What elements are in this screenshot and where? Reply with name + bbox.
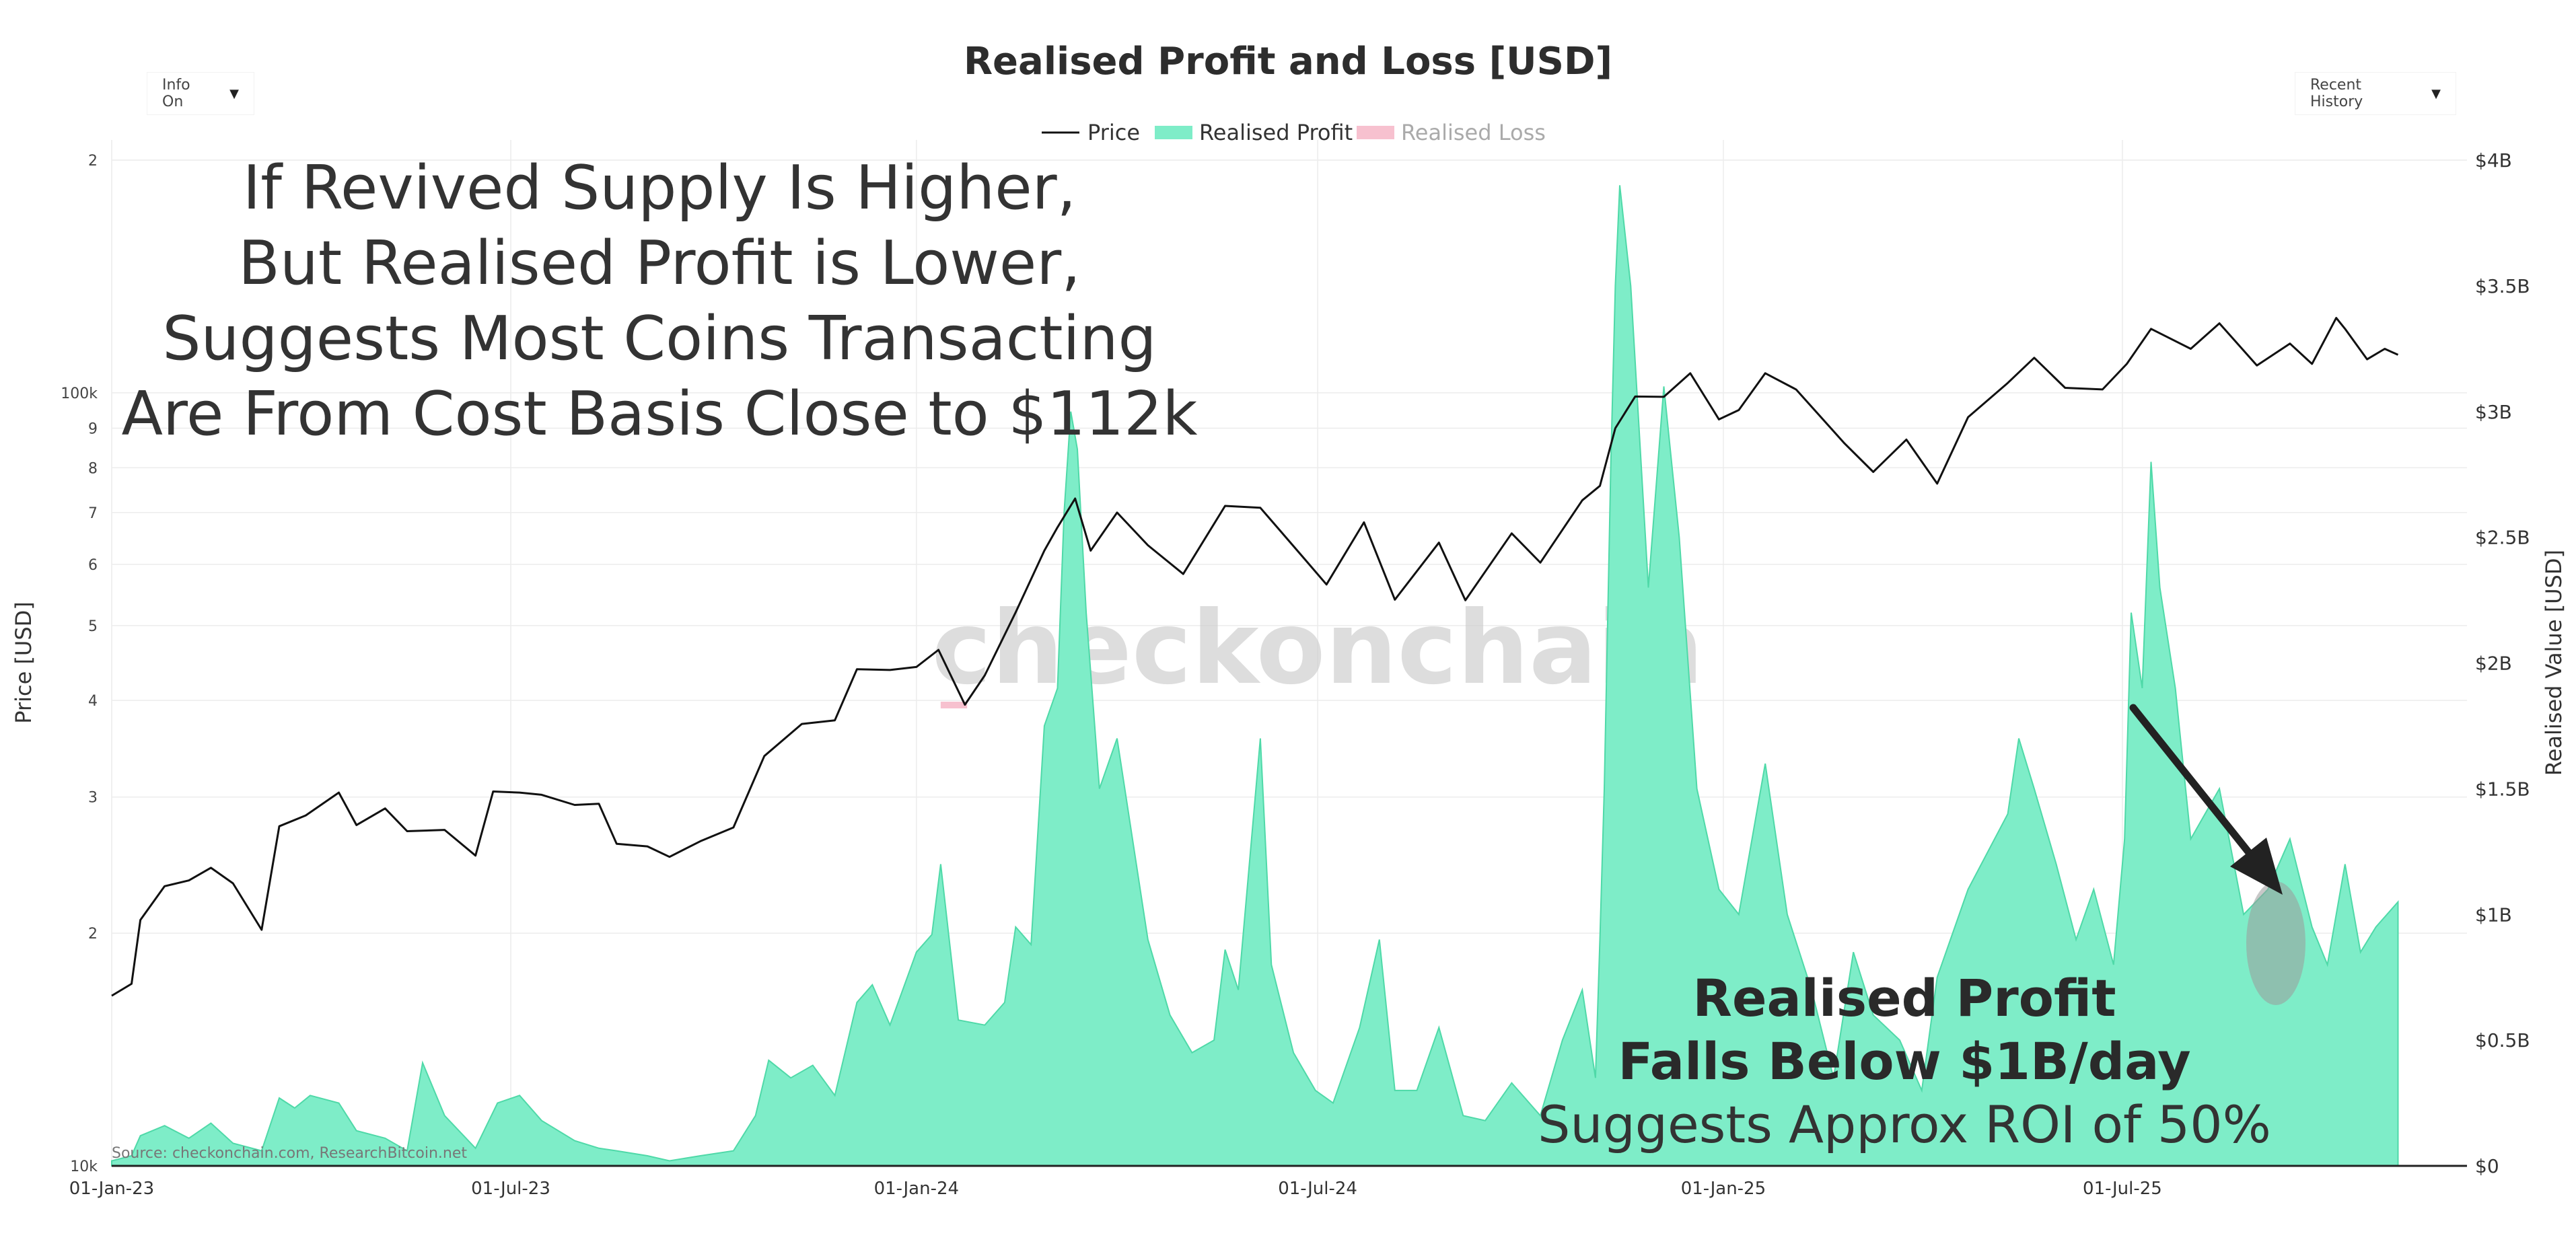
price-line-path	[111, 317, 2399, 997]
x-tick-label: 01-Jan-25	[1681, 1179, 1766, 1199]
y-right-tick-label: $2.5B	[2475, 527, 2530, 549]
callout-line: Suggests Approx ROI of 50%	[1538, 1095, 2271, 1154]
annotation-line: Suggests Most Coins Transacting	[162, 303, 1156, 374]
y-left-tick-label: 10k	[70, 1158, 98, 1175]
chevron-down-icon: ▼	[229, 86, 239, 101]
y-left-tick-label: 7	[88, 505, 98, 522]
callout-line: Falls Below $1B/day	[1618, 1031, 2190, 1091]
price-line	[111, 317, 2399, 997]
y-right-tick-label: $0	[2475, 1155, 2499, 1177]
legend-profit-label[interactable]: Realised Profit	[1199, 120, 1353, 145]
y-right-tick-label: $0.5B	[2475, 1029, 2530, 1052]
tick-labels: 01-Jan-23 01-Jul-23 01-Jan-24 01-Jul-24 01-J…	[11, 149, 2567, 1199]
info-dropdown-label: Info On	[162, 77, 190, 110]
x-tick-label: 01-Jul-23	[471, 1179, 550, 1199]
x-tick-label: 01-Jul-24	[1278, 1179, 1357, 1199]
x-tick-label: 01-Jul-25	[2083, 1179, 2162, 1199]
trend-arrow	[2129, 704, 2283, 895]
annotation-line: Are From Cost Basis Close to $112k	[121, 379, 1197, 449]
y-right-tick-label: $3B	[2475, 401, 2512, 423]
legend-loss-swatch	[1357, 126, 1394, 139]
profit-callout: Realised Profit Falls Below $1B/day Sugg…	[1538, 968, 2271, 1154]
watermark: checkonchain	[931, 590, 1703, 707]
x-tick-label: 01-Jan-23	[69, 1179, 154, 1199]
chart-title: Realised Profit and Loss [USD]	[964, 40, 1612, 83]
y-left-tick-label: 9	[88, 420, 98, 437]
realised-profit-area-path	[111, 185, 2399, 1167]
legend-loss-label[interactable]: Realised Loss	[1401, 120, 1546, 145]
y-left-tick-label: 2	[88, 926, 98, 943]
callout-line: Realised Profit	[1692, 968, 2116, 1028]
y-left-tick-label: 4	[88, 693, 98, 710]
legend-profit-swatch	[1155, 126, 1192, 139]
y-right-tick-label: $3.5B	[2475, 275, 2530, 297]
y-left-tick-label: 5	[88, 618, 98, 635]
y-left-tick-label: 6	[88, 557, 98, 574]
x-tick-label: 01-Jan-24	[874, 1179, 959, 1199]
y-right-tick-label: $1B	[2475, 903, 2512, 926]
y-left-axis-title: Price [USD]	[11, 601, 36, 724]
y-left-tick-label: 8	[88, 460, 98, 477]
y-right-axis-title: Realised Value [USD]	[2541, 550, 2567, 776]
range-dropdown-label: Recent History	[2310, 77, 2363, 110]
range-dropdown[interactable]: Recent History ▼	[2295, 72, 2456, 115]
highlight-ellipse	[2246, 881, 2305, 1005]
chevron-down-icon: ▼	[2431, 86, 2441, 101]
y-right-tick-label: $4B	[2475, 149, 2512, 172]
realised-profit-area	[111, 185, 2399, 1167]
y-right-tick-label: $1.5B	[2475, 778, 2530, 800]
y-left-tick-label: 3	[88, 790, 98, 807]
info-dropdown[interactable]: Info On ▼	[147, 72, 254, 115]
revived-supply-annotation: If Revived Supply Is Higher, But Realise…	[121, 153, 1197, 449]
source-label: Source: checkonchain.com, ResearchBitcoi…	[112, 1145, 467, 1162]
y-left-tick-label: 100k	[61, 385, 98, 402]
legend-price-label[interactable]: Price	[1087, 120, 1140, 145]
legend: Price Realised Profit Realised Loss	[1042, 120, 1546, 145]
annotation-line: If Revived Supply Is Higher,	[243, 153, 1077, 223]
y-right-tick-label: $2B	[2475, 653, 2512, 675]
annotation-line: But Realised Profit is Lower,	[238, 228, 1081, 299]
y-left-tick-label: 2	[88, 153, 98, 170]
